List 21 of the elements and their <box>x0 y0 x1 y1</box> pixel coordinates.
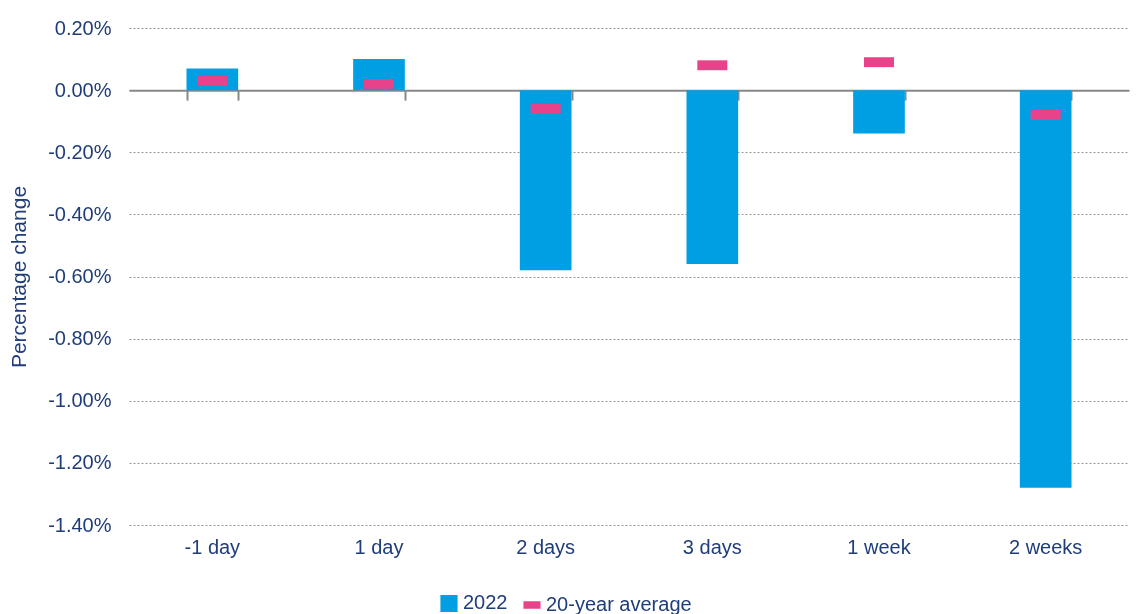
x-tick-label: 2 days <box>516 535 576 558</box>
y-tick-label: 0.00% <box>54 78 112 101</box>
x-tick-label: 2 weeks <box>1008 535 1083 558</box>
x-tick-label: 3 days <box>682 535 742 558</box>
y-axis-title: Percentage change <box>7 185 31 369</box>
bar <box>519 90 572 271</box>
y-tick-label: -0.20% <box>48 140 112 163</box>
y-tick-label: -0.60% <box>48 265 112 287</box>
y-tick-label: 0.20% <box>54 16 112 39</box>
legend-label: 2022 <box>463 591 508 614</box>
x-tick-label: 1 week <box>847 535 912 558</box>
y-tick-label: -1.00% <box>48 389 112 412</box>
bar <box>1019 90 1072 488</box>
y-tick-label: -0.40% <box>48 202 112 225</box>
y-tick-label: -1.20% <box>48 451 112 474</box>
x-tick-label: 1 day <box>354 535 404 558</box>
y-tick-label: -1.40% <box>48 513 112 536</box>
bar <box>853 90 905 134</box>
y-tick-label: -0.80% <box>48 327 112 350</box>
x-tick-label: -1 day <box>184 535 241 558</box>
bar <box>686 90 739 265</box>
